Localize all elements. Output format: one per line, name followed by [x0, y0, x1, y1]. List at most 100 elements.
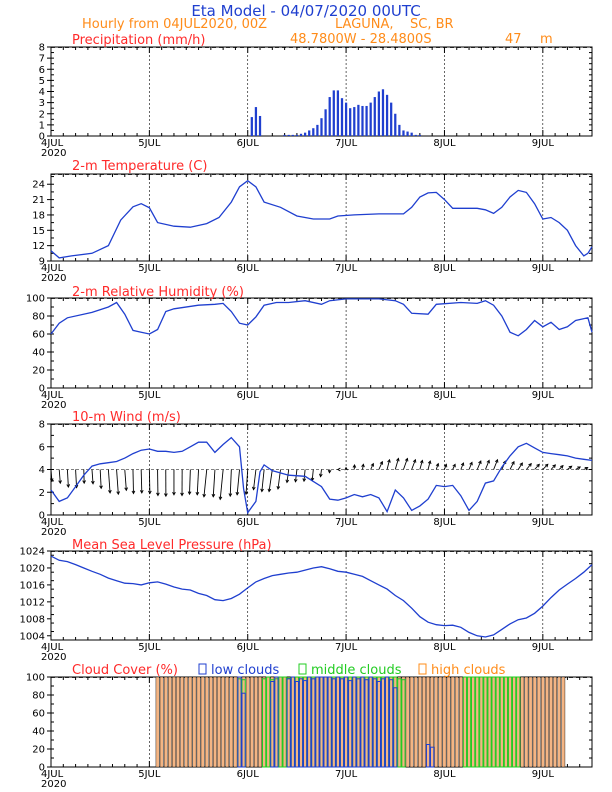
high-cloud-bar [168, 676, 172, 768]
wind-arrow [91, 469, 94, 484]
low-cloud-bar [360, 676, 365, 768]
low-cloud-bar [368, 676, 373, 768]
wind-arrow [124, 469, 127, 491]
precip-bar [385, 94, 389, 136]
y-tick-label: 1008 [20, 614, 45, 625]
high-cloud-bar [418, 676, 422, 768]
wind-arrow-head [251, 486, 256, 491]
middle-cloud-bar [511, 676, 517, 768]
x-tick-label: 7JUL [335, 138, 358, 149]
low-cloud-bar [323, 676, 328, 768]
high-cloud-bar [454, 676, 459, 768]
wind-arrow [99, 469, 102, 489]
y-tick-label: 4 [39, 465, 45, 476]
high-cloud-bar [532, 676, 537, 768]
wind-arrow [419, 460, 423, 470]
low-cloud-bar [319, 676, 324, 768]
precip-bar [406, 131, 409, 136]
x-year-label: 2020 [41, 400, 66, 411]
precip-bar [308, 130, 311, 136]
x-tick-label: 9JUL [532, 769, 555, 780]
wind-arrow-head [552, 464, 557, 468]
high-cloud-bar [200, 676, 205, 768]
y-tick-label: 6 [39, 65, 45, 76]
wind-arrow-head [559, 464, 564, 469]
wind-arrow-head [568, 465, 573, 470]
high-cloud-bar [459, 676, 463, 768]
legend-middle-label: middle clouds [311, 663, 402, 678]
high-cloud-bar [192, 676, 197, 768]
y-tick-label: 60 [32, 330, 45, 341]
precip-bar [373, 97, 376, 136]
y-tick-label: 9 [39, 257, 45, 268]
high-cloud-bar [217, 676, 221, 768]
wind-arrow [66, 469, 69, 488]
wind-arrow-head [469, 461, 473, 466]
wind-arrow-head [412, 458, 417, 463]
wind-arrow-head [180, 492, 184, 497]
y-tick-label: 80 [32, 691, 45, 702]
high-cloud-bar [159, 676, 164, 768]
y-tick-label: 40 [32, 727, 45, 738]
low-cloud-bar [302, 680, 308, 768]
wind-arrow-head [361, 463, 365, 468]
precip-bar [402, 130, 405, 136]
low-cloud-bar [274, 676, 279, 768]
panel-title: 10-m Wind (m/s) [72, 410, 181, 425]
wind-arrow [311, 469, 314, 481]
high-cloud-bar [446, 676, 451, 768]
high-cloud-bar [409, 676, 414, 768]
high-cloud-bar [536, 676, 541, 768]
x-tick-label: 4JUL [41, 769, 64, 780]
precip-bar [299, 133, 303, 136]
y-tick-label: 12 [32, 241, 45, 252]
middle-cloud-bar [401, 679, 406, 768]
precip-bar [377, 91, 381, 136]
y-tick-label: 1016 [20, 580, 45, 591]
y-tick-label: 18 [32, 210, 45, 221]
middle-cloud-bar [278, 676, 283, 768]
low-cloud-bar [237, 676, 242, 768]
low-cloud-bar [376, 681, 382, 768]
legend-high-label: high clouds [431, 663, 506, 678]
wind-arrow [542, 463, 549, 470]
x-tick-label: 5JUL [138, 390, 161, 401]
middle-cloud-bar [483, 676, 488, 768]
low-cloud-bar [352, 676, 357, 768]
middle-cloud-bar [491, 676, 496, 768]
high-cloud-bar [434, 676, 439, 768]
series-line [50, 555, 593, 638]
precip-bar [283, 134, 286, 136]
wind-arrow [189, 469, 191, 495]
y-tick-label: 7 [39, 54, 45, 65]
wind-arrow [517, 462, 523, 470]
panel-title: Precipitation (mm/h) [72, 33, 205, 48]
wind-arrow [403, 458, 408, 470]
x-tick-label: 8JUL [433, 263, 456, 274]
low-cloud-bar [294, 681, 300, 768]
wind-arrow [534, 463, 540, 470]
low-cloud-bar [311, 678, 316, 768]
x-tick-label: 7JUL [335, 263, 358, 274]
x-year-label: 2020 [41, 779, 66, 790]
high-cloud-bar [172, 676, 176, 768]
wind-arrow [148, 469, 151, 494]
wind-arrow-head [544, 463, 549, 468]
precip-bar [398, 124, 401, 136]
wind-arrow-head [187, 491, 192, 496]
wind-arrow-head [396, 457, 400, 462]
middle-cloud-bar [397, 678, 402, 768]
legend-low-label: low clouds [211, 663, 280, 678]
low-cloud-bar [389, 679, 394, 768]
wind-arrow-head [387, 458, 391, 463]
precip-bar [390, 102, 393, 136]
wind-arrow-head [211, 493, 216, 498]
high-cloud-bar [540, 676, 545, 768]
wind-arrow-head [577, 466, 582, 470]
panel-4: 1004 1008 1012 1016 1020 1024 4JUL2020 5JUL 6JUL… [20, 538, 593, 663]
y-tick-label: 100 [26, 294, 45, 305]
x-tick-label: 5JUL [138, 769, 161, 780]
low-cloud-bar [339, 678, 345, 768]
wind-arrow [203, 469, 208, 497]
